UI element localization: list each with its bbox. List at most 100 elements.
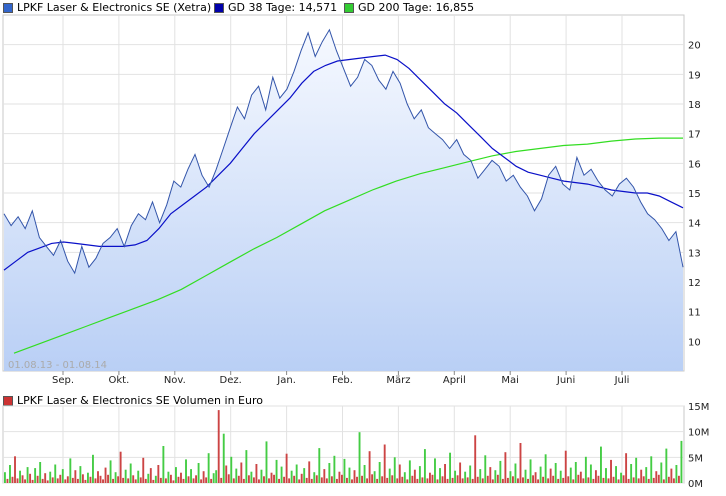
volume-bar bbox=[431, 474, 434, 483]
price-y-tick-label: 10 bbox=[688, 337, 701, 348]
legend-item-gd200: GD 200 Tage: 16,855 bbox=[344, 1, 474, 14]
volume-bar bbox=[466, 477, 469, 483]
volume-bar bbox=[92, 454, 94, 483]
volume-bar bbox=[660, 462, 663, 483]
volume-bar bbox=[572, 479, 575, 483]
volume-bar bbox=[260, 469, 263, 483]
volume-bar bbox=[313, 472, 316, 483]
volume-bar bbox=[650, 456, 653, 483]
volume-bar bbox=[76, 478, 79, 483]
x-tick-label: Sep. bbox=[52, 375, 74, 386]
volume-bar bbox=[486, 475, 489, 483]
volume-bar bbox=[49, 471, 52, 483]
x-tick-label: April bbox=[443, 375, 466, 386]
volume-bar bbox=[222, 433, 225, 483]
volume-y-tick-label: 5M bbox=[688, 453, 703, 464]
chart-legend: LPKF Laser & Electronics SE (Xetra) GD 3… bbox=[0, 0, 726, 14]
volume-bar bbox=[107, 474, 109, 483]
volume-bar bbox=[61, 469, 64, 483]
volume-bar bbox=[597, 475, 600, 483]
volume-bar bbox=[147, 473, 150, 483]
volume-bar bbox=[41, 478, 44, 483]
price-y-tick-label: 16 bbox=[688, 159, 701, 170]
volume-bar bbox=[139, 477, 142, 483]
volume-y-tick-label: 10M bbox=[688, 428, 709, 439]
x-tick-label: März bbox=[386, 375, 410, 386]
volume-bar bbox=[9, 465, 11, 483]
volume-bar bbox=[464, 471, 467, 483]
volume-bar bbox=[549, 468, 552, 483]
price-area bbox=[4, 29, 683, 372]
volume-bar bbox=[557, 478, 560, 483]
volume-bar bbox=[197, 463, 200, 483]
volume-bar bbox=[285, 453, 288, 483]
volume-bar bbox=[351, 479, 353, 483]
volume-bar bbox=[162, 446, 165, 483]
volume-bar bbox=[275, 459, 278, 483]
volume-bar bbox=[195, 475, 198, 483]
volume-bar bbox=[114, 472, 117, 483]
x-tick-label: Mai bbox=[501, 375, 519, 386]
volume-bar bbox=[325, 478, 328, 483]
volume-bar bbox=[252, 477, 255, 483]
volume-bar bbox=[330, 476, 333, 483]
volume-bar bbox=[185, 459, 187, 483]
volume-bar bbox=[393, 457, 396, 483]
volume-bar bbox=[134, 479, 137, 483]
volume-bar bbox=[617, 479, 620, 483]
x-tick-label: Nov. bbox=[164, 375, 186, 386]
volume-bar bbox=[640, 469, 643, 483]
legend-swatch-price bbox=[3, 2, 13, 13]
volume-bar bbox=[444, 464, 446, 483]
price-y-tick-label: 18 bbox=[688, 100, 701, 111]
volume-bar bbox=[51, 477, 54, 483]
legend-label-price: LPKF Laser & Electronics SE (Xetra) bbox=[17, 1, 212, 14]
volume-bar bbox=[439, 468, 441, 483]
date-range-label: 01.08.13 - 01.08.14 bbox=[8, 360, 107, 371]
volume-bar bbox=[340, 474, 343, 483]
volume-bar bbox=[381, 476, 384, 483]
volume-bar bbox=[117, 476, 120, 483]
volume-bar bbox=[537, 479, 540, 483]
volume-bar bbox=[494, 470, 497, 483]
volume-bar bbox=[240, 462, 243, 483]
legend-swatch-gd38 bbox=[214, 2, 224, 13]
volume-bar bbox=[361, 475, 363, 483]
volume-bar bbox=[615, 466, 617, 483]
volume-bar bbox=[66, 476, 69, 483]
price-y-tick-label: 19 bbox=[688, 70, 701, 81]
volume-bar bbox=[564, 450, 567, 483]
volume-bar bbox=[157, 465, 160, 483]
volume-bar bbox=[630, 464, 633, 483]
volume-bar bbox=[524, 469, 527, 483]
volume-bar bbox=[16, 478, 19, 483]
volume-bar bbox=[559, 470, 562, 483]
volume-bar bbox=[46, 480, 49, 483]
volume-bar bbox=[247, 475, 250, 483]
legend-label-gd200: GD 200 Tage: 16,855 bbox=[358, 1, 475, 14]
volume-bar bbox=[434, 458, 436, 483]
volume-bar bbox=[504, 452, 507, 483]
volume-bar bbox=[474, 435, 477, 483]
volume-bar bbox=[396, 478, 399, 483]
volume-bar bbox=[509, 471, 512, 483]
volume-bar bbox=[632, 477, 635, 483]
price-y-axis: 10 11 12 13 14 15 16 17 18 19 20 bbox=[688, 41, 701, 349]
volume-bar bbox=[290, 470, 293, 483]
volume-bar bbox=[320, 477, 323, 483]
volume-bar bbox=[137, 470, 140, 483]
volume-bar bbox=[14, 456, 16, 483]
volume-bar bbox=[26, 467, 29, 483]
volume-bar bbox=[416, 478, 419, 483]
volume-bar bbox=[645, 467, 648, 483]
volume-bar bbox=[102, 479, 104, 483]
volume-bar bbox=[180, 472, 182, 483]
volume-bar bbox=[600, 446, 602, 483]
volume-bar bbox=[476, 476, 479, 483]
volume-bar bbox=[242, 478, 245, 483]
volume-bar bbox=[620, 472, 623, 483]
price-x-axis: Sep. Okt. Nov. Dez. Jan. Feb. März April Mai Juni… bbox=[52, 371, 629, 386]
volume-bar bbox=[672, 478, 675, 483]
volume-bar bbox=[348, 467, 351, 483]
volume-bar bbox=[122, 477, 125, 483]
